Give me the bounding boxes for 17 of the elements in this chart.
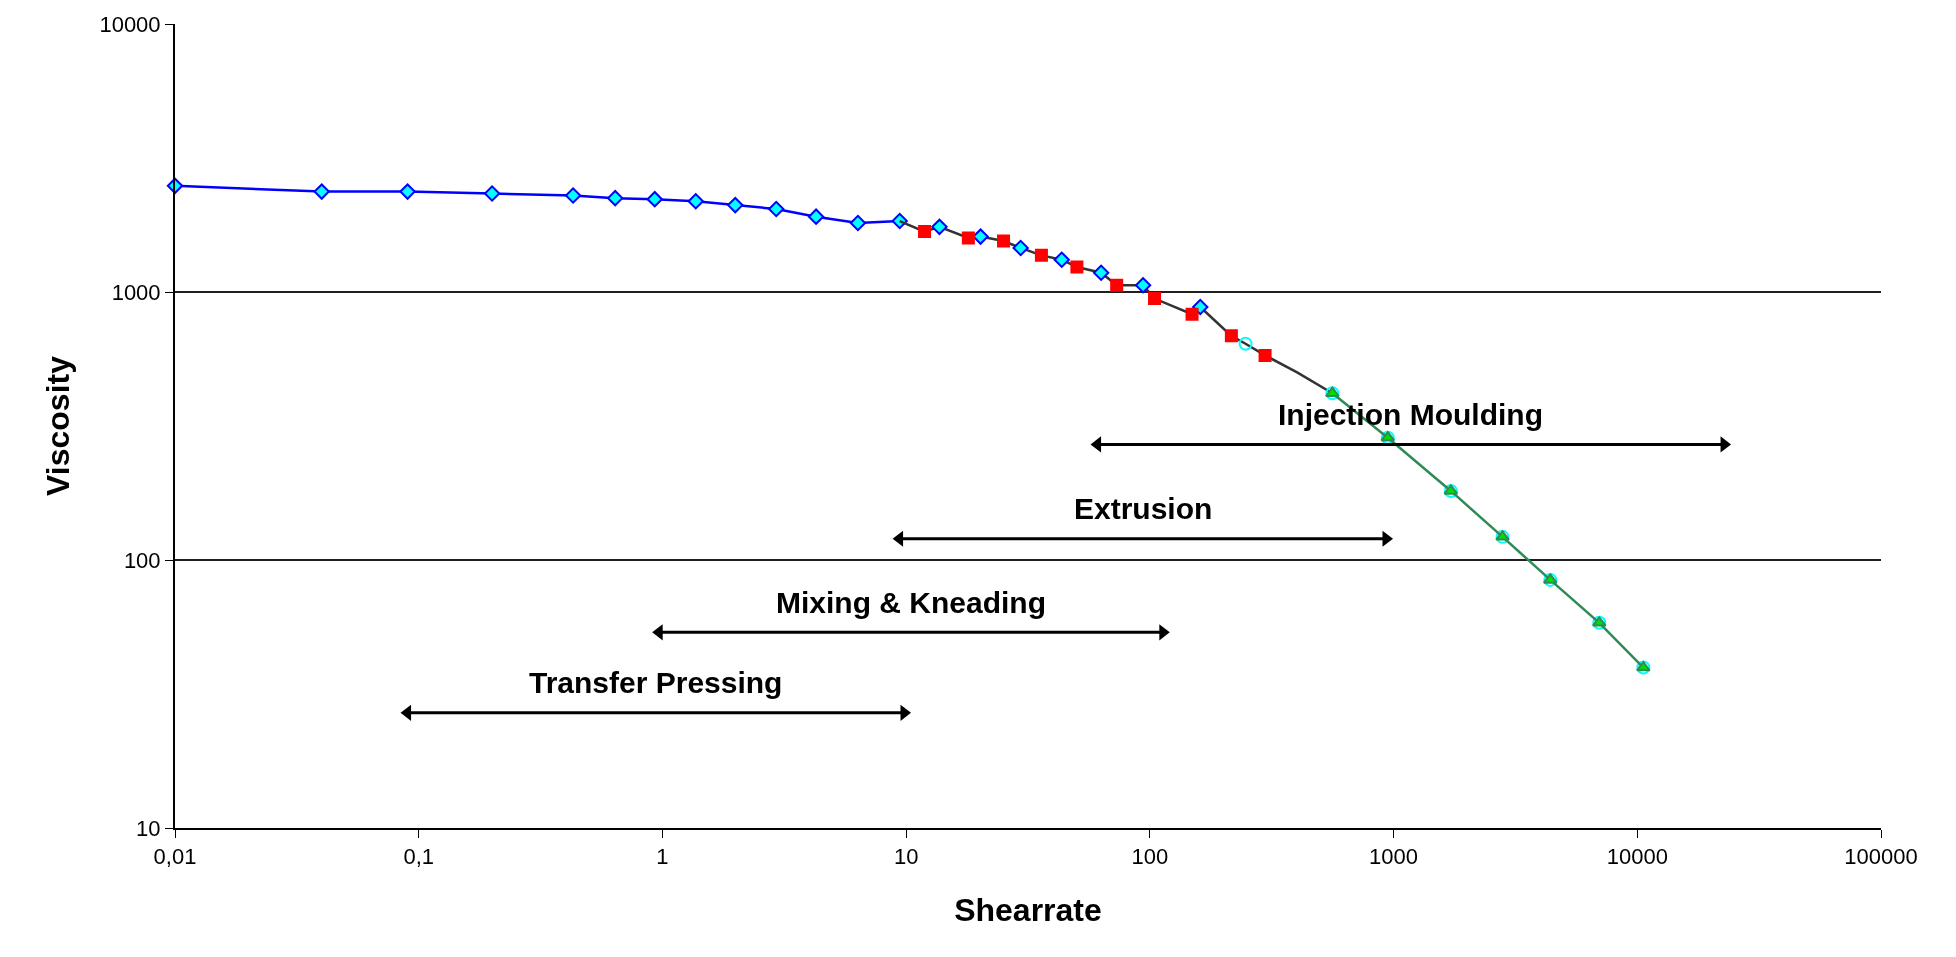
- y-tick-label: 10: [136, 815, 161, 841]
- x-tick-label: 10000: [1606, 844, 1668, 870]
- x-tick-label: 10: [893, 844, 919, 870]
- y-tick-label: 1000: [111, 279, 161, 305]
- x-tick-label: 0,1: [403, 844, 435, 870]
- x-tick-label: 1: [656, 844, 669, 870]
- annotation: Mixing & Kneading: [776, 586, 1046, 619]
- annotation: Transfer Pressing: [529, 666, 783, 699]
- x-axis-title: Shearrate: [954, 891, 1102, 928]
- y-axis-title: Viscosity: [40, 355, 77, 496]
- x-tick-label: 1000: [1369, 844, 1419, 870]
- x-tick-label: 100000: [1844, 844, 1918, 870]
- y-tick-label: 10000: [99, 11, 161, 37]
- y-tick-label: 100: [123, 547, 161, 573]
- x-tick-label: 100: [1131, 844, 1169, 870]
- annotation: Extrusion: [1074, 492, 1213, 525]
- x-tick-label: 0,01: [153, 844, 197, 870]
